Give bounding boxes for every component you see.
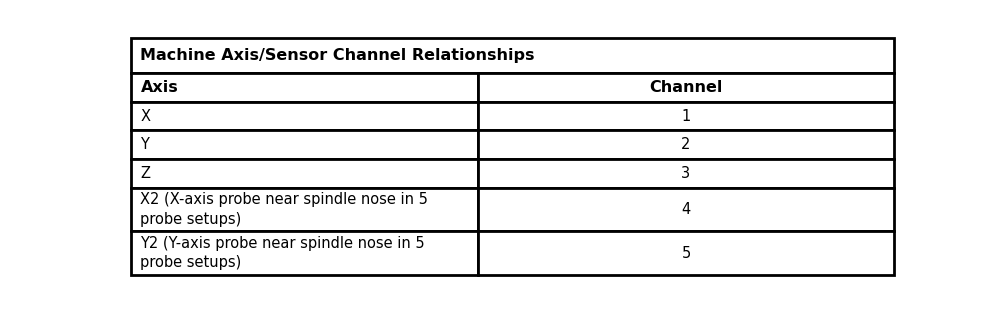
Bar	[131, 232, 478, 275]
Text: X2 (X-axis probe near spindle nose in 5
probe setups): X2 (X-axis probe near spindle nose in 5 …	[140, 193, 428, 227]
Text: 3: 3	[681, 166, 691, 181]
Bar	[131, 73, 478, 102]
Text: 1: 1	[681, 108, 691, 124]
Bar	[478, 73, 894, 102]
Text: X: X	[140, 108, 150, 124]
Bar	[131, 131, 478, 159]
Bar	[478, 131, 894, 159]
Bar	[131, 188, 478, 232]
Text: Y: Y	[140, 137, 149, 153]
Bar	[131, 38, 894, 73]
Text: Channel: Channel	[649, 80, 723, 95]
Bar	[478, 159, 894, 188]
Text: 5: 5	[681, 246, 691, 261]
Text: Machine Axis/Sensor Channel Relationships: Machine Axis/Sensor Channel Relationship…	[140, 48, 535, 63]
Bar	[478, 232, 894, 275]
Bar	[131, 102, 478, 131]
Text: Y2 (Y-axis probe near spindle nose in 5
probe setups): Y2 (Y-axis probe near spindle nose in 5 …	[140, 236, 425, 270]
Text: 4: 4	[681, 202, 691, 217]
Text: 2: 2	[681, 137, 691, 153]
Bar	[131, 159, 478, 188]
Bar	[478, 102, 894, 131]
Bar	[478, 188, 894, 232]
Text: Z: Z	[140, 166, 150, 181]
Text: Axis: Axis	[140, 80, 178, 95]
